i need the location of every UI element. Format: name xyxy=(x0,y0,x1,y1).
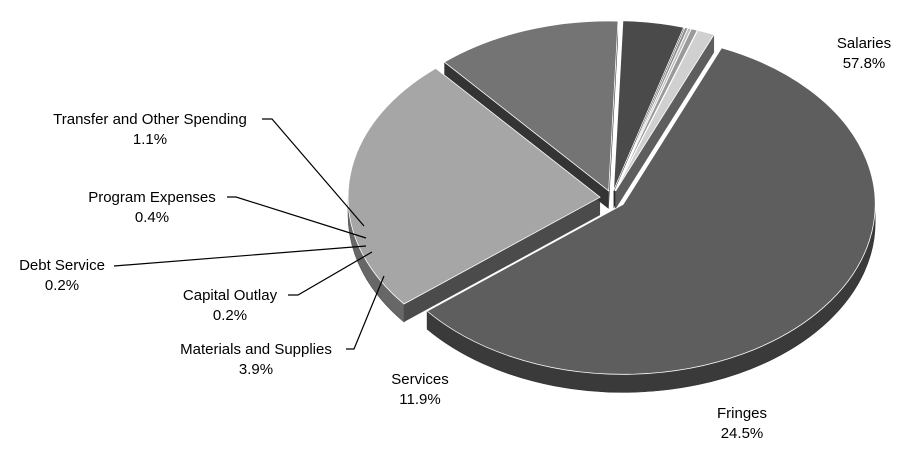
slice-label-salaries: Salaries xyxy=(837,35,891,52)
slice-program-expenses[interactable] xyxy=(614,28,698,192)
slice-wall-fringes xyxy=(403,197,601,322)
leader-line-materials-and-supplies xyxy=(346,275,385,350)
leader-line-debt-service xyxy=(113,245,367,267)
slice-value-materials-and-supplies: 3.9% xyxy=(239,361,273,378)
slice-label-capital-outlay: Capital Outlay xyxy=(183,287,278,304)
slice-materials-and-supplies[interactable] xyxy=(613,20,685,191)
slice-value-services: 11.9% xyxy=(399,391,440,408)
slice-tops-layer xyxy=(347,20,876,375)
slice-wall-transfer-and-other-spending xyxy=(615,34,715,209)
slice-value-salaries: 57.8% xyxy=(843,55,886,72)
slice-label-services: Services xyxy=(391,371,449,388)
slice-value-capital-outlay: 0.2% xyxy=(213,307,247,324)
slice-label-fringes: Fringes xyxy=(717,405,767,422)
slice-label-transfer-and-other-spending: Transfer and Other Spending xyxy=(53,111,247,128)
labels-layer: Salaries 57.8% Fringes 24.5% Services 11.9% Ma… xyxy=(19,35,891,442)
slice-value-fringes: 24.5% xyxy=(721,425,764,442)
leader-line-transfer-and-other-spending xyxy=(262,118,365,227)
slice-salaries[interactable] xyxy=(426,47,876,375)
leader-line-program-expenses xyxy=(227,196,367,239)
slice-value-program-expenses: 0.4% xyxy=(135,209,169,226)
slice-label-program-expenses: Program Expenses xyxy=(88,189,216,206)
slice-services[interactable] xyxy=(443,20,619,192)
slice-label-materials-and-supplies: Materials and Supplies xyxy=(180,341,332,358)
leader-lines-layer xyxy=(113,118,385,350)
slice-transfer-and-other-spending[interactable] xyxy=(615,29,715,192)
slice-fringes[interactable] xyxy=(347,67,601,305)
slice-value-debt-service: 0.2% xyxy=(45,277,79,294)
slice-label-debt-service: Debt Service xyxy=(19,257,105,274)
slice-value-transfer-and-other-spending: 1.1% xyxy=(133,131,167,148)
leader-line-capital-outlay xyxy=(288,251,373,296)
